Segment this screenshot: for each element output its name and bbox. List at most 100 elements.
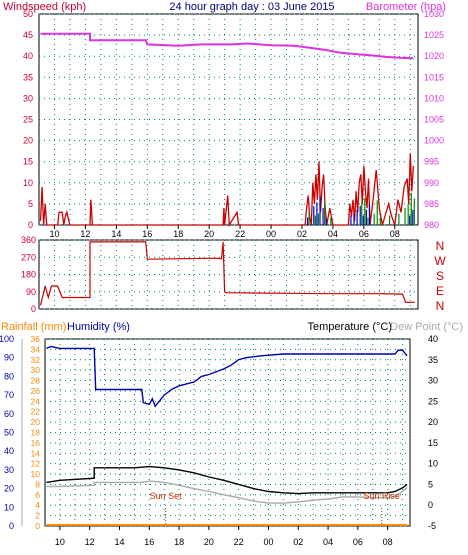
rainfall-y-tick-label: 26 <box>31 386 41 396</box>
rainfall-axis-title: Rainfall (mm) <box>1 321 66 333</box>
barometer-series-line <box>40 32 414 60</box>
temp-x-tick-label: 12 <box>85 537 95 547</box>
baro-y-tick-label: 1000 <box>424 136 444 146</box>
wind-x-tick-label: 08 <box>390 229 400 239</box>
wind-x-tick-label: 22 <box>235 229 245 239</box>
humidity-y-tick-label: 60 <box>4 409 14 419</box>
humidity-y-tick-label: 40 <box>4 446 14 456</box>
rainfall-y-tick-label: 36 <box>31 334 41 344</box>
axis-labels-layer: 0510152025303540455098098599099510001005… <box>0 9 446 547</box>
compass-label: W <box>434 254 446 268</box>
wind-y-tick-label: 0 <box>28 220 33 230</box>
rainfall-y-tick-label: 22 <box>31 407 41 417</box>
wind-x-tick-label: 12 <box>80 229 90 239</box>
humidity-y-tick-label: 20 <box>4 484 14 494</box>
grid-layer <box>39 13 418 527</box>
humidity-y-tick-label: 0 <box>9 521 14 531</box>
baro-y-tick-label: 990 <box>424 178 439 188</box>
temperature-y-tick-label: 20 <box>428 417 438 427</box>
wind-direction-series-line <box>39 241 415 306</box>
wind-y-tick-label: 50 <box>23 9 33 19</box>
temp-x-tick-label: 00 <box>263 537 273 547</box>
wind-x-tick-label: 18 <box>173 229 183 239</box>
baro-y-tick-label: 1020 <box>424 51 444 61</box>
wind-y-tick-label: 35 <box>23 72 33 82</box>
wind-y-tick-label: 5 <box>28 199 33 209</box>
temperature-series-line <box>46 465 408 495</box>
temp-x-tick-label: 20 <box>204 537 214 547</box>
baro-y-tick-label: 1030 <box>424 9 444 19</box>
rainfall-y-tick-label: 10 <box>31 469 41 479</box>
barometer-axis-title: Barometer (hpa) <box>366 1 446 13</box>
wind-y-tick-label: 15 <box>23 157 33 167</box>
baro-y-tick-label: 1015 <box>424 72 444 82</box>
humidity-axis-title: Humidity (%) <box>67 321 130 333</box>
temp-x-tick-label: 08 <box>383 537 393 547</box>
temp-x-tick-label: 16 <box>144 537 154 547</box>
baro-y-tick-label: 980 <box>424 220 439 230</box>
sun-marker-label: Sun Set <box>150 491 183 501</box>
temperature-y-tick-label: -5 <box>428 521 436 531</box>
wind-x-tick-label: 02 <box>297 229 307 239</box>
sun-markers-layer: Sun Set Sun Rise <box>150 491 400 526</box>
wind-x-tick-label: 04 <box>328 229 338 239</box>
temp-x-tick-label: 10 <box>55 537 65 547</box>
temp-x-tick-label: 06 <box>353 537 363 547</box>
humidity-y-tick-label: 10 <box>4 502 14 512</box>
baro-y-tick-label: 985 <box>424 199 439 209</box>
rainfall-y-tick-label: 24 <box>31 396 41 406</box>
wind-x-tick-label: 00 <box>266 229 276 239</box>
dir-y-tick-label: 180 <box>21 270 36 280</box>
temp-x-tick-label: 14 <box>114 537 124 547</box>
wind-x-tick-label: 14 <box>111 229 121 239</box>
temperature-y-tick-label: 10 <box>428 459 438 469</box>
humidity-series-line <box>46 345 408 408</box>
temperature-y-tick-label: 5 <box>428 479 433 489</box>
humidity-y-tick-label: 90 <box>4 353 14 363</box>
windspeed-series-line <box>39 153 415 228</box>
rainfall-y-tick-label: 18 <box>31 428 41 438</box>
series-layer <box>39 32 415 526</box>
chart-title: 24 hour graph day : 03 June 2015 <box>169 1 334 13</box>
wind-y-tick-label: 25 <box>23 115 33 125</box>
compass-label: E <box>436 284 444 298</box>
baro-y-tick-label: 1005 <box>424 115 444 125</box>
humidity-y-tick-label: 80 <box>4 371 14 381</box>
temperature-y-tick-label: 30 <box>428 376 438 386</box>
wind-y-tick-label: 45 <box>23 30 33 40</box>
rainfall-y-tick-label: 34 <box>31 344 41 354</box>
wind-x-tick-label: 06 <box>359 229 369 239</box>
dir-y-tick-label: 270 <box>21 252 36 262</box>
wind-y-tick-label: 30 <box>23 93 33 103</box>
wind-x-tick-label: 10 <box>49 229 59 239</box>
rainfall-y-tick-label: 14 <box>31 448 41 458</box>
baro-y-tick-label: 1025 <box>424 30 444 40</box>
rainfall-y-tick-label: 0 <box>35 521 40 531</box>
baro-y-tick-label: 1010 <box>424 93 444 103</box>
rainfall-y-tick-label: 8 <box>35 479 40 489</box>
rainfall-y-tick-label: 16 <box>31 438 41 448</box>
compass-label: S <box>436 269 444 283</box>
wind-x-tick-label: 16 <box>142 229 152 239</box>
dewpoint-series-line <box>46 480 408 504</box>
wind-x-tick-label: 20 <box>204 229 214 239</box>
dir-y-tick-label: 90 <box>26 287 36 297</box>
rainfall-y-tick-label: 28 <box>31 376 41 386</box>
humidity-y-tick-label: 30 <box>4 465 14 475</box>
temperature-axis-title: Temperature (°C) <box>308 321 392 333</box>
wind-y-tick-label: 20 <box>23 136 33 146</box>
dewpoint-axis-title: Dew Point (°C) <box>390 321 463 333</box>
rainfall-y-tick-label: 6 <box>35 490 40 500</box>
baro-y-tick-label: 995 <box>424 157 439 167</box>
rainfall-y-tick-label: 12 <box>31 459 41 469</box>
rainfall-y-tick-label: 20 <box>31 417 41 427</box>
windspeed-axis-title: Windspeed (kph) <box>3 1 86 13</box>
rainfall-y-tick-label: 2 <box>35 511 40 521</box>
temp-x-tick-label: 18 <box>174 537 184 547</box>
temperature-y-tick-label: 40 <box>428 334 438 344</box>
compass-label: N <box>436 299 445 313</box>
wind-y-tick-label: 10 <box>23 178 33 188</box>
rainfall-y-tick-label: 4 <box>35 500 40 510</box>
